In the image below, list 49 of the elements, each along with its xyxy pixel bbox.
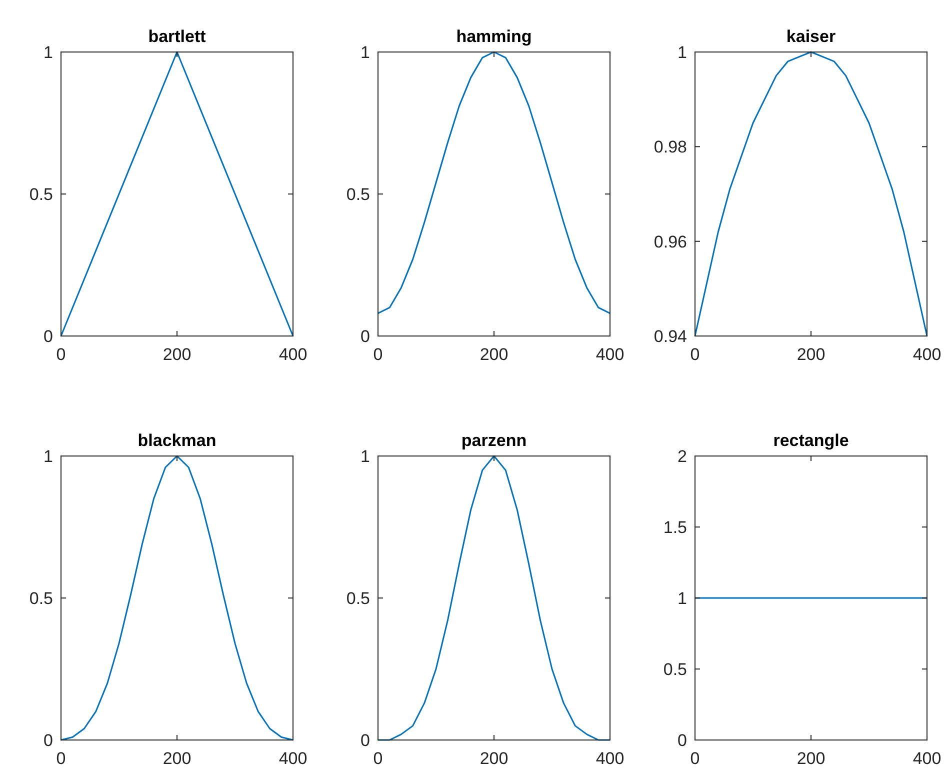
x-tick-label: 0: [56, 345, 66, 364]
y-tick-label: 0: [678, 730, 687, 750]
y-tick-label: 1: [360, 446, 370, 466]
y-tick-label: 0: [44, 326, 53, 346]
y-tick-label: 0.5: [346, 184, 370, 204]
x-tick-label: 200: [480, 345, 508, 364]
y-tick-label: 0.5: [29, 588, 53, 608]
y-tick-label: 0.98: [654, 138, 687, 157]
x-tick-label: 400: [912, 345, 942, 364]
y-tick-label: 0.5: [663, 660, 687, 679]
x-tick-label: 0: [690, 345, 700, 364]
x-tick-label: 0: [56, 749, 66, 768]
line-series: [377, 455, 611, 741]
x-tick-label: 200: [480, 749, 508, 768]
y-tick-label: 0.5: [29, 184, 53, 204]
line-series: [377, 51, 611, 314]
x-tick-label: 200: [162, 345, 192, 364]
y-tick-label: 1: [678, 588, 687, 608]
y-tick-label: 0.5: [346, 588, 370, 608]
chart-title: kaiser: [786, 27, 836, 46]
y-tick-label: 1: [44, 42, 53, 62]
x-tick-label: 200: [796, 749, 826, 768]
x-tick-label: 0: [690, 749, 700, 768]
line-series: [60, 455, 294, 741]
x-tick-label: 200: [796, 345, 826, 364]
x-tick-label: 400: [278, 749, 308, 768]
chart-title: parzenn: [461, 431, 527, 450]
x-tick-label: 400: [596, 749, 624, 768]
chart-title: bartlett: [148, 27, 206, 46]
y-tick-label: 1: [44, 446, 53, 466]
y-tick-label: 1.5: [663, 518, 687, 537]
x-tick-label: 0: [373, 749, 383, 768]
y-tick-label: 0.96: [654, 232, 687, 252]
y-tick-label: 1: [360, 42, 370, 62]
y-tick-label: 0: [44, 730, 53, 750]
chart-title: blackman: [138, 431, 216, 450]
y-tick-label: 1: [678, 42, 687, 62]
chart-title: rectangle: [773, 431, 849, 450]
x-tick-label: 400: [912, 749, 942, 768]
y-tick-label: 0: [360, 730, 370, 750]
x-tick-label: 400: [278, 345, 308, 364]
y-tick-label: 0.94: [654, 326, 687, 346]
line-series: [694, 51, 928, 337]
y-tick-label: 0: [360, 326, 370, 346]
x-tick-label: 0: [373, 345, 383, 364]
x-tick-label: 200: [162, 749, 192, 768]
y-tick-label: 2: [678, 446, 687, 466]
chart-title: hamming: [456, 27, 532, 46]
x-tick-label: 400: [596, 345, 624, 364]
